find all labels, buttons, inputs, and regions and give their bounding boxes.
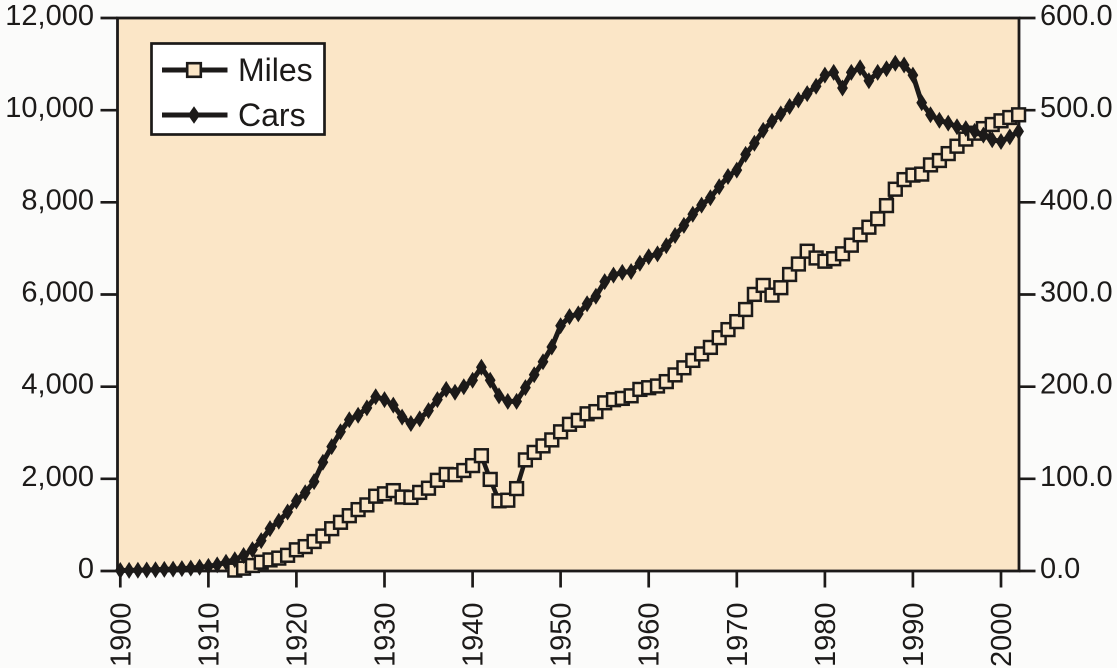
svg-text:1910: 1910 xyxy=(193,602,225,667)
svg-text:0: 0 xyxy=(78,553,94,585)
svg-text:8,000: 8,000 xyxy=(21,184,94,216)
svg-text:2,000: 2,000 xyxy=(21,461,94,493)
svg-text:2000: 2000 xyxy=(986,602,1018,667)
svg-text:Cars: Cars xyxy=(238,97,306,133)
svg-text:100.0: 100.0 xyxy=(1040,461,1113,493)
svg-text:1990: 1990 xyxy=(898,602,930,667)
svg-text:400.0: 400.0 xyxy=(1040,184,1113,216)
svg-text:4,000: 4,000 xyxy=(21,369,94,401)
svg-text:500.0: 500.0 xyxy=(1040,92,1113,124)
svg-text:Miles: Miles xyxy=(238,52,313,88)
svg-text:1940: 1940 xyxy=(458,602,490,667)
svg-text:1900: 1900 xyxy=(105,602,137,667)
svg-text:1950: 1950 xyxy=(546,602,578,667)
svg-text:1980: 1980 xyxy=(810,602,842,667)
svg-text:10,000: 10,000 xyxy=(5,92,94,124)
svg-text:1960: 1960 xyxy=(634,602,666,667)
svg-text:1930: 1930 xyxy=(370,602,402,667)
svg-text:300.0: 300.0 xyxy=(1040,277,1113,309)
svg-text:1920: 1920 xyxy=(281,602,313,667)
svg-text:1970: 1970 xyxy=(722,602,754,667)
svg-text:0.0: 0.0 xyxy=(1040,553,1080,585)
svg-text:6,000: 6,000 xyxy=(21,277,94,309)
svg-text:600.0: 600.0 xyxy=(1040,0,1113,32)
svg-text:200.0: 200.0 xyxy=(1040,369,1113,401)
svg-text:12,000: 12,000 xyxy=(5,0,94,32)
